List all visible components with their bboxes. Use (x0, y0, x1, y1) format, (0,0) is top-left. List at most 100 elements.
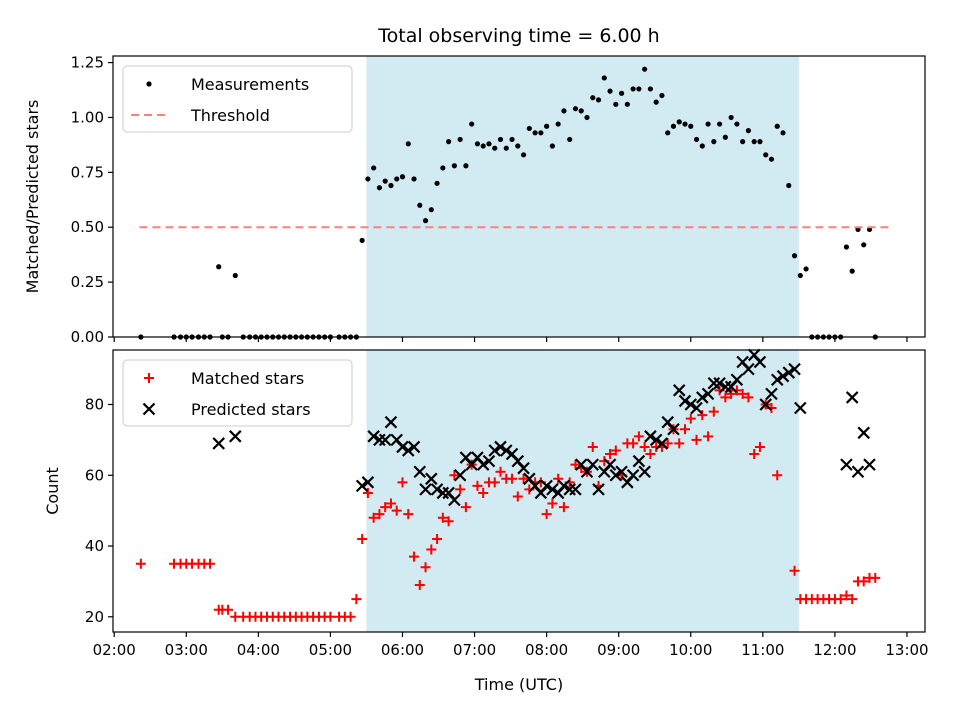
predicted-star-marker (592, 483, 605, 496)
predicted-star-marker (361, 476, 375, 489)
measurement-point (607, 88, 613, 94)
predicted-star-marker (603, 458, 617, 471)
predicted-star-marker (557, 479, 571, 493)
measurement-point (486, 141, 492, 147)
measurement-point (745, 128, 752, 134)
matched-star-marker (737, 388, 748, 399)
predicted-star-marker (667, 422, 680, 436)
matched-star-marker (489, 477, 500, 488)
legend: Measurements Threshold (122, 65, 353, 133)
axes-frame (112, 55, 926, 338)
measurement-point (849, 268, 855, 274)
x-tick-label: 05:00 (309, 641, 352, 659)
matched-star-marker (674, 438, 685, 449)
measurement-point (705, 121, 711, 127)
measurement-point (688, 123, 694, 129)
predicted-star-marker (540, 479, 553, 493)
matched-star-marker (403, 509, 414, 520)
measurement-point (405, 141, 411, 147)
predicted-star-marker (655, 437, 669, 450)
legend-marker (142, 402, 156, 416)
matched-star-marker (432, 533, 443, 544)
matched-star-marker (460, 502, 471, 513)
matched-star-marker (680, 424, 691, 435)
predicted-star-marker (644, 430, 657, 443)
x-tick-label: 04:00 (237, 641, 280, 659)
measurement-point (457, 136, 463, 143)
matched-star-marker (870, 572, 881, 583)
predicted-star-marker (401, 444, 415, 457)
matched-star-marker (754, 441, 765, 452)
matched-star-marker (628, 438, 639, 449)
matched-star-marker (357, 533, 368, 544)
measurement-point (469, 121, 475, 127)
matched-star-marker (345, 611, 356, 622)
matched-star-marker (507, 473, 518, 484)
measurement-point (515, 143, 521, 149)
matched-star-marker (847, 594, 858, 605)
measurement-point (555, 121, 561, 127)
matched-star-marker (374, 509, 385, 520)
matched-star-marker (587, 441, 598, 452)
measurement-point (411, 176, 417, 182)
matched-star-marker (512, 491, 523, 502)
measurement-point (711, 139, 717, 145)
matched-star-marker (443, 516, 454, 527)
measurement-point (578, 108, 584, 114)
predicted-star-marker (719, 380, 732, 394)
matched-star-marker (703, 431, 714, 442)
matched-star-marker (772, 470, 783, 481)
matched-star-marker (449, 470, 460, 481)
measurement-point (216, 264, 222, 270)
measurement-point (572, 106, 579, 112)
predicted-star-marker (453, 468, 467, 482)
top-panel: 0.00 0.25 0.50 0.75 1.00 1.25 Matched/Predicte… (23, 54, 926, 346)
measurement-point (561, 108, 567, 114)
measurement-point (549, 143, 555, 149)
legend-label: Threshold (190, 106, 270, 125)
predicted-star-marker (476, 458, 490, 471)
matched-star-marker (391, 505, 402, 516)
predicted-star-marker (609, 468, 623, 482)
matched-star-marker (397, 477, 408, 488)
measurement-point (371, 165, 377, 171)
predicted-star-marker (212, 437, 225, 450)
measurement-point (624, 101, 630, 107)
measurement-point (734, 121, 740, 127)
measurement-point (774, 123, 780, 129)
y-tick-label: 80 (85, 395, 104, 413)
matched-star-marker (420, 562, 431, 573)
measurement-point (659, 92, 665, 99)
predicted-star-marker (765, 387, 778, 401)
predicted-star-marker (494, 440, 507, 454)
measurement-point (422, 218, 429, 224)
measurement-point (803, 266, 809, 272)
predicted-star-marker (770, 373, 784, 386)
y-tick-label: 0.75 (71, 163, 104, 181)
measurement-point (653, 99, 659, 105)
measurement-point (526, 125, 532, 132)
predicted-star-marker (742, 362, 755, 376)
x-tick-label: 09:00 (597, 641, 640, 659)
measurement-point (503, 145, 509, 151)
measurement-point (359, 237, 365, 244)
predicted-star-marker (413, 465, 427, 478)
matched-star-marker (414, 579, 425, 590)
y-tick-label: 1.00 (71, 108, 104, 126)
matched-star-marker (662, 438, 673, 449)
measurement-point (665, 130, 671, 136)
matched-star-marker (858, 576, 869, 587)
matched-star-marker (610, 445, 621, 456)
predicted-star-marker (840, 458, 853, 471)
measurement-point (584, 114, 590, 121)
predicted-star-marker (367, 430, 380, 443)
measurement-point (716, 121, 723, 127)
bottom-panel: 20 40 60 80 02:00 03:00 04:00 05:00 06:00 07:00 08… (43, 348, 929, 659)
measurement-point (446, 139, 452, 145)
measurement-point (365, 176, 371, 182)
measurement-point (567, 136, 573, 143)
measurement-point (791, 253, 798, 259)
x-tick-label: 03:00 (165, 641, 208, 659)
measurement-point (728, 114, 734, 121)
